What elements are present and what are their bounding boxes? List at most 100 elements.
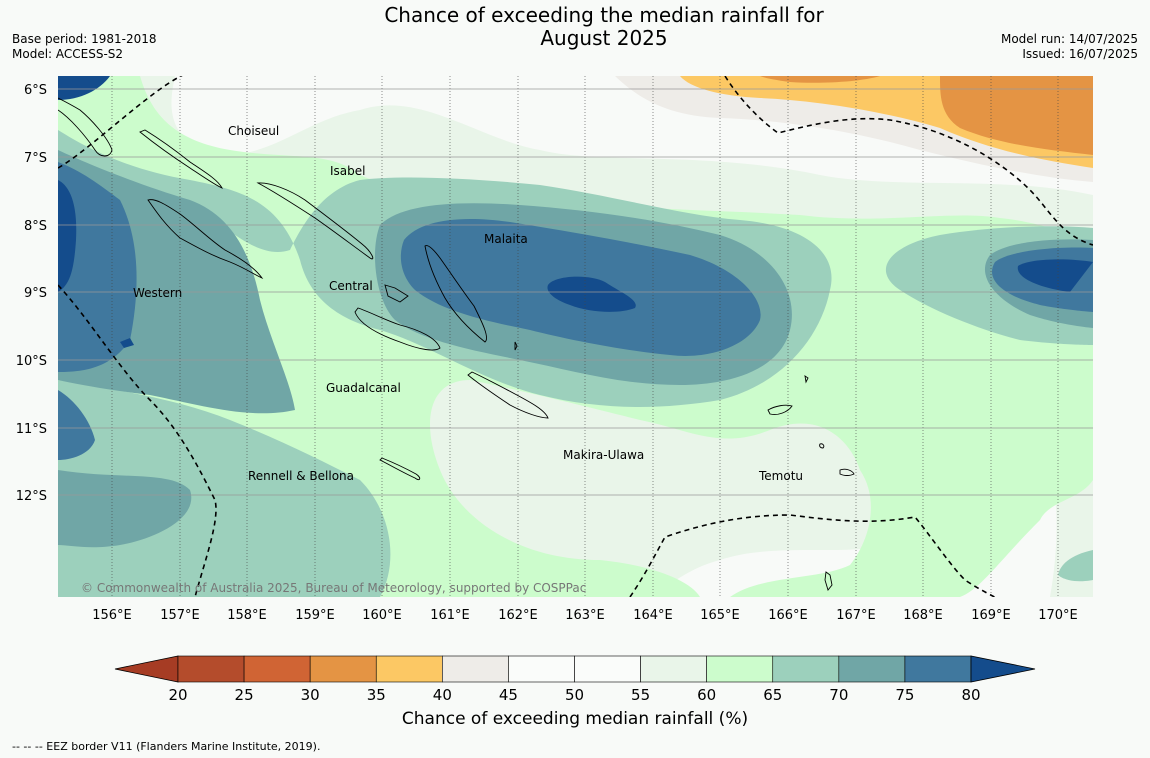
eez-border [58, 76, 1093, 597]
island-newgeorgia [147, 199, 264, 280]
colorbar-tick-label: 40 [433, 686, 452, 704]
label-rennell-bellona: Rennell & Bellona [248, 469, 354, 483]
colorbar-tick-label: 45 [499, 686, 518, 704]
colorbar-segment [508, 655, 575, 683]
colorbar-segment [772, 655, 840, 683]
lat-tick-labels: 6°S 7°S 8°S 9°S 10°S 11°S 12°S [16, 83, 47, 504]
contour-30-35-small [760, 76, 880, 83]
island-malaita [424, 245, 487, 343]
lon-tick: 168°E [903, 608, 943, 623]
lon-tick: 157°E [160, 608, 200, 623]
copyright-text: © Commonwealth of Australia 2025, Bureau… [81, 581, 586, 595]
lon-tick: 156°E [92, 608, 132, 623]
title-line-1: Chance of exceeding the median rainfall … [384, 3, 824, 27]
lon-tick: 170°E [1038, 608, 1078, 623]
label-malaita: Malaita [484, 232, 528, 246]
base-period: Base period: 1981-2018 [12, 32, 157, 46]
colorbar-tick-label: 20 [168, 686, 187, 704]
colorbar-tick-label: 50 [565, 686, 584, 704]
colorbar-segment [309, 655, 377, 683]
island-small-2 [514, 341, 518, 351]
island-choiseul [139, 129, 223, 189]
lon-tick: 167°E [836, 608, 876, 623]
contour-80-west [58, 180, 77, 292]
colorbar-title: Chance of exceeding median rainfall (%) [401, 709, 749, 729]
lat-tick: 12°S [16, 489, 47, 504]
island-tikopia [819, 443, 825, 449]
contour-layer [58, 76, 1093, 597]
lat-gridlines [58, 88, 1093, 496]
region-labels: Choiseul Isabel Malaita Western Central … [133, 124, 803, 483]
colorbar-tick-label: 60 [697, 686, 716, 704]
model-name: Model: ACCESS-S2 [12, 47, 124, 61]
lon-tick: 158°E [227, 608, 267, 623]
colorbar-segment [640, 655, 707, 683]
lon-tick: 166°E [768, 608, 808, 623]
lat-tick: 9°S [24, 286, 47, 301]
colorbar-tick-label: 70 [829, 686, 848, 704]
colorbar-tick-label: 80 [961, 686, 980, 704]
island-guadalcanal [354, 307, 441, 351]
colorbar-segment [442, 655, 509, 683]
colorbar-tick-label: 75 [895, 686, 914, 704]
eez-footnote: -- -- -- EEZ border V11 (Flanders Marine… [12, 740, 321, 753]
colorbar-segment [375, 655, 443, 683]
lon-tick: 161°E [430, 608, 470, 623]
lon-tick: 162°E [498, 608, 538, 623]
chart-title: Chance of exceeding the median rainfall … [304, 4, 904, 50]
colorbar-segment [177, 655, 245, 683]
contour-80-east [1017, 259, 1093, 292]
colorbar-extend-high [970, 655, 1036, 683]
model-info: Base period: 1981-2018 Model: ACCESS-S2 [12, 32, 157, 62]
lat-tick: 6°S [24, 83, 47, 98]
lat-tick: 10°S [16, 354, 47, 369]
model-run-date: Model run: 14/07/2025 [1000, 32, 1138, 46]
island-florida [384, 284, 409, 303]
title-line-2: August 2025 [540, 26, 668, 50]
contour-65-70-west [58, 380, 391, 597]
colorbar-tick-label: 35 [367, 686, 386, 704]
island-anuta [824, 571, 833, 591]
colorbar-segment [243, 655, 311, 683]
label-isabel: Isabel [330, 164, 365, 178]
contour-80-central [547, 276, 636, 312]
label-central: Central [329, 279, 373, 293]
colorbar-extend-low [114, 655, 179, 683]
island-rennell [379, 457, 421, 481]
lon-tick: 164°E [633, 608, 673, 623]
contour-30-35 [940, 76, 1093, 155]
island-small-1 [804, 375, 809, 384]
issued-date: Issued: 16/07/2025 [1022, 47, 1138, 61]
colorbar: 20 25 30 35 40 45 50 55 60 65 70 75 80 [114, 655, 1036, 704]
lat-tick: 8°S [24, 219, 47, 234]
label-choiseul: Choiseul [228, 124, 279, 138]
islands [58, 97, 855, 591]
contour-80-nw [58, 76, 110, 100]
label-western: Western [133, 286, 182, 300]
contour-75-80-west [58, 162, 137, 372]
lon-tick: 169°E [971, 608, 1011, 623]
label-makira-ulawa: Makira-Ulawa [563, 448, 644, 462]
colorbar-segment [838, 655, 906, 683]
colorbar-tick-label: 55 [631, 686, 650, 704]
island-makira [467, 371, 549, 419]
lon-tick: 165°E [700, 608, 740, 623]
lat-tick: 7°S [24, 151, 47, 166]
lat-tick: 11°S [16, 422, 47, 437]
colorbar-tick-label: 25 [235, 686, 254, 704]
colorbar-tick-label: 65 [763, 686, 782, 704]
island-bougainville [58, 97, 113, 157]
lon-tick: 163°E [565, 608, 605, 623]
colorbar-tick-label: 30 [301, 686, 320, 704]
colorbar-segment [904, 655, 972, 683]
contour-70-75-sw [58, 470, 192, 548]
lon-tick: 160°E [362, 608, 402, 623]
lon-tick-labels: 156°E 157°E 158°E 159°E 160°E 161°E 162°… [92, 608, 1078, 623]
run-info: Model run: 14/07/2025 Issued: 16/07/2025 [1001, 32, 1138, 62]
colorbar-segment [574, 655, 641, 683]
label-temotu: Temotu [758, 469, 803, 483]
contour-80-small [120, 338, 134, 348]
island-vanikoro [839, 468, 855, 476]
label-guadalcanal: Guadalcanal [326, 381, 401, 395]
